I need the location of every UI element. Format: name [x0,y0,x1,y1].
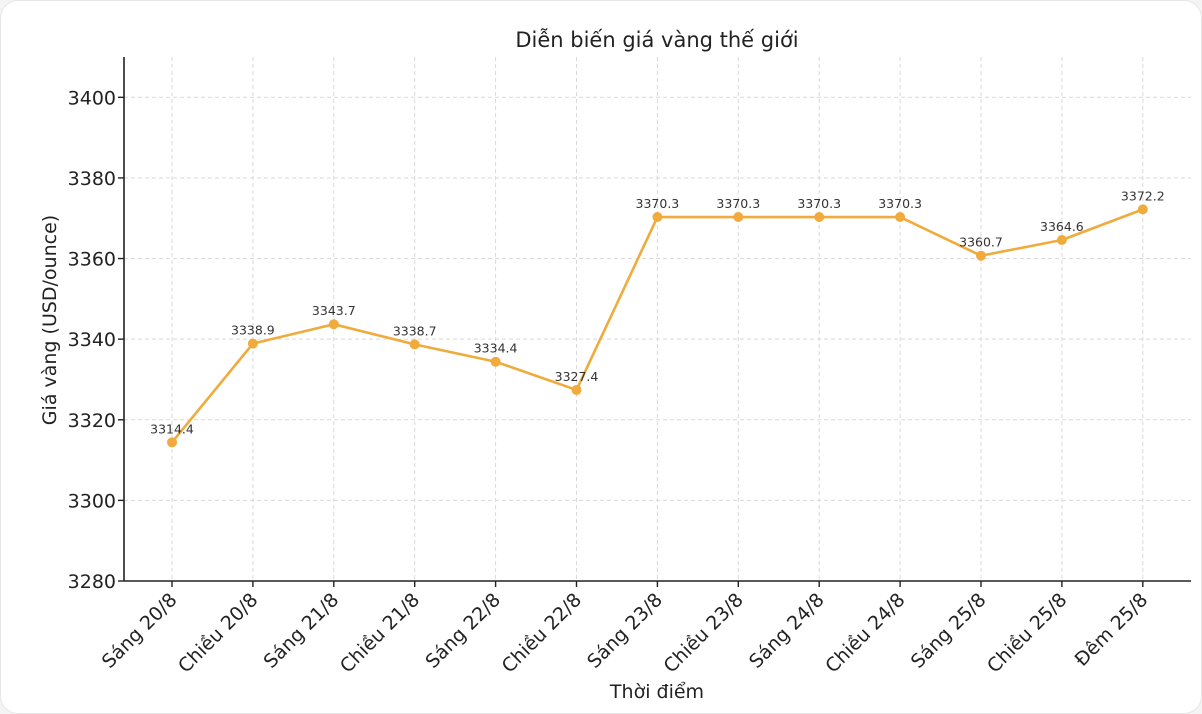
y-tick-label: 3400 [68,87,116,109]
data-point [167,437,177,448]
data-label: 3334.4 [474,341,518,356]
x-tick-label: Chiều 24/8 [821,589,909,677]
x-tick-label: Sáng 20/8 [98,589,182,673]
data-point [409,339,420,350]
data-label: 3370.3 [797,196,841,211]
data-label: 3314.4 [150,421,194,436]
data-label: 3338.9 [231,323,275,338]
x-tick-label: Sáng 24/8 [745,589,829,673]
x-tick-label: Đêm 25/8 [1071,589,1153,671]
data-label: 3370.3 [716,196,760,211]
data-point [1137,204,1148,215]
data-point [814,212,825,223]
x-tick-label: Chiều 25/8 [983,589,1071,677]
grid-lines [124,57,1191,581]
y-tick-label: 3340 [68,329,116,351]
data-point [976,250,986,261]
y-tick-label: 3360 [68,249,116,271]
y-axis-label: Giá vàng (USD/ounce) [39,215,61,425]
data-label: 3372.2 [1121,188,1165,203]
x-axis-label: Thời điểm [609,681,704,703]
y-tick-label: 3380 [68,168,116,190]
chart-title: Diễn biến giá vàng thế giới [515,27,798,52]
data-label: 3370.3 [878,196,922,211]
x-tick-label: Chiều 22/8 [498,589,586,677]
data-point [733,212,744,223]
data-point [490,356,501,367]
y-tick-label: 3280 [68,571,116,593]
data-point [571,384,582,395]
data-label: 3338.7 [393,323,437,338]
data-label: 3364.6 [1040,219,1084,234]
y-tick-label: 3320 [68,410,116,432]
series-line [167,204,1148,448]
data-point [652,212,663,223]
data-label: 3360.7 [959,235,1003,250]
x-tick-label: Sáng 22/8 [421,589,505,673]
x-tick-label: Chiều 23/8 [659,589,747,677]
data-label: 3370.3 [636,196,680,211]
data-point [247,338,258,349]
data-point [895,212,906,223]
x-tick-label: Chiều 20/8 [174,589,262,677]
data-point [1056,234,1067,245]
x-tick-label: Sáng 25/8 [907,589,991,673]
x-tick-label: Sáng 23/8 [583,589,667,673]
x-tick-label: Sáng 21/8 [260,589,344,673]
data-labels: 3314.4 3338.9 3343.7 3338.7 3334.4 3327.4 3370… [150,188,1165,436]
y-tick-label: 3300 [68,490,116,512]
data-label: 3327.4 [555,369,599,384]
data-label: 3343.7 [312,303,356,318]
data-point [328,319,339,330]
x-tick-label: Chiều 21/8 [336,589,424,677]
